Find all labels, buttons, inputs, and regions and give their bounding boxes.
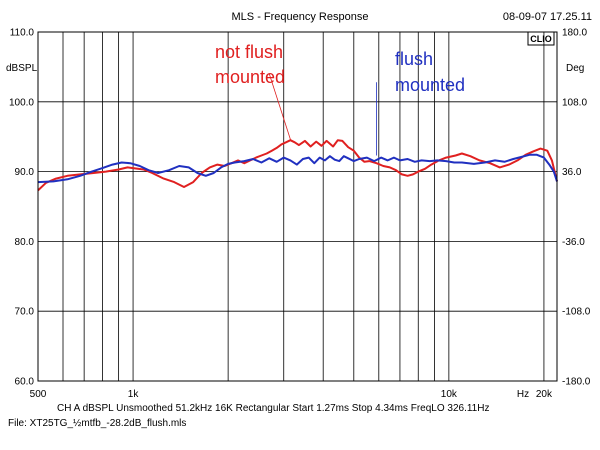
y-tick-label: 100.0	[9, 97, 34, 108]
timestamp: 08-09-07 17.25.11	[503, 11, 592, 23]
series-line-not-flush	[37, 139, 558, 192]
clio-logo-text: CLIO	[530, 34, 552, 44]
y-tick-labels: 110.0 100.0 90.0 80.0 70.0 60.0	[9, 28, 34, 388]
series-annotations: not flush mounted flush mounted	[215, 42, 465, 95]
y2-tick-label: 108.0	[562, 97, 587, 108]
file-name: File: XT25TG_½mtfb_-28.2dB_flush.mls	[8, 418, 187, 429]
annotation-text: mounted	[215, 67, 285, 87]
chart-title: MLS - Frequency Response	[232, 11, 369, 23]
y-tick-label: 80.0	[15, 237, 35, 248]
annotation-text: not flush	[215, 42, 283, 62]
callout-line	[268, 73, 291, 140]
measurement-info: CH A dBSPL Unsmoothed 51.2kHz 16K Rectan…	[57, 403, 490, 414]
y-axis-label: dBSPL	[6, 63, 38, 74]
y2-tick-labels: 180.0 108.0 36.0 -36.0 -108.0 -180.0	[562, 28, 591, 388]
x-tick-label: 10k	[441, 389, 458, 400]
x-tick-label: 1k	[128, 389, 140, 400]
y2-tick-label: -180.0	[562, 377, 591, 388]
x-tick-label: 500	[30, 389, 47, 400]
y-tick-label: 60.0	[15, 377, 35, 388]
x-tick-labels: 500 1k 10k 20k	[30, 389, 553, 400]
annotation-text: mounted	[395, 75, 465, 95]
annotation-text: flush	[395, 49, 433, 69]
series-line-flush	[37, 153, 558, 184]
y2-tick-label: -36.0	[562, 237, 585, 248]
callout-lines	[268, 73, 377, 156]
y-tick-label: 110.0	[10, 28, 35, 39]
clio-logo: CLIO	[527, 31, 555, 46]
y2-tick-label: -108.0	[562, 307, 591, 318]
plot-frame	[37, 31, 558, 382]
y2-tick-label: 180.0	[562, 28, 587, 39]
y2-axis-label: Deg	[566, 63, 584, 74]
y-tick-label: 70.0	[15, 307, 35, 318]
series-lines	[37, 139, 558, 192]
x-unit-label: Hz	[517, 389, 529, 400]
y2-tick-label: 36.0	[562, 167, 582, 178]
y-tick-label: 90.0	[15, 167, 35, 178]
x-tick-label: 20k	[536, 389, 553, 400]
grid-lines	[37, 31, 557, 382]
